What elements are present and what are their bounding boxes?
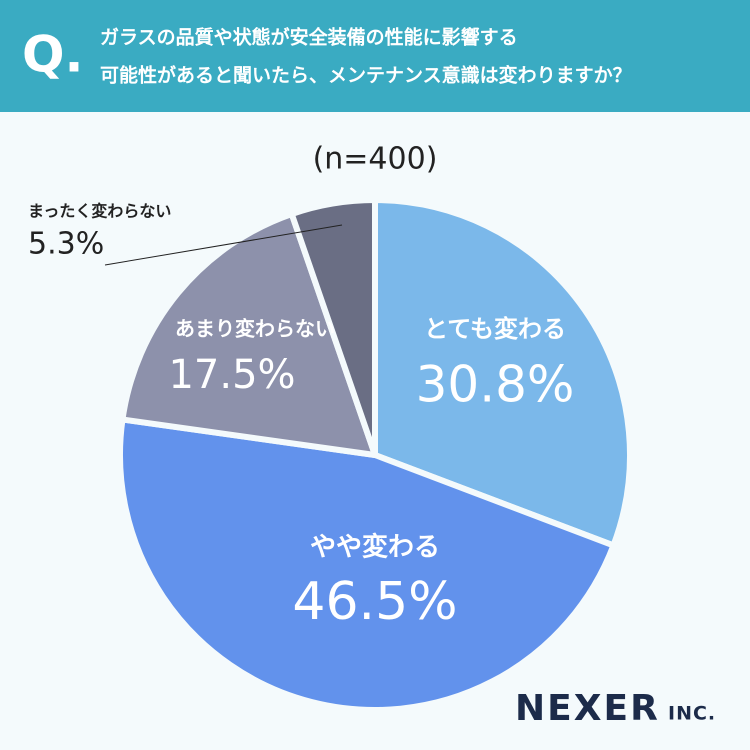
pie-slice [372, 196, 633, 550]
value-label: 5.3% [28, 227, 104, 262]
category-label: あまり変わらない [175, 317, 335, 341]
pie-slice [117, 416, 618, 713]
category-label: やや変わる [310, 532, 440, 563]
category-label: とても変わる [424, 315, 566, 343]
q-mark: Q. [22, 26, 84, 84]
subtitle: (n=400) [313, 142, 438, 177]
value-label: 46.5% [292, 572, 457, 632]
leader-line [104, 224, 343, 266]
value-label: 30.8% [416, 356, 575, 414]
brand-suffix: INC. [668, 703, 716, 725]
question-line: 可能性があると聞いたら、メンテナンス意識は変わりますか？ [100, 64, 632, 87]
category-label: まったく変わらない [28, 202, 171, 221]
header-band [0, 0, 750, 112]
question-line: ガラスの品質や状態が安全装備の性能に影響する [100, 26, 518, 49]
value-label: 17.5% [168, 352, 295, 398]
pie-slice [287, 196, 378, 456]
brand: NEXER [515, 688, 660, 729]
